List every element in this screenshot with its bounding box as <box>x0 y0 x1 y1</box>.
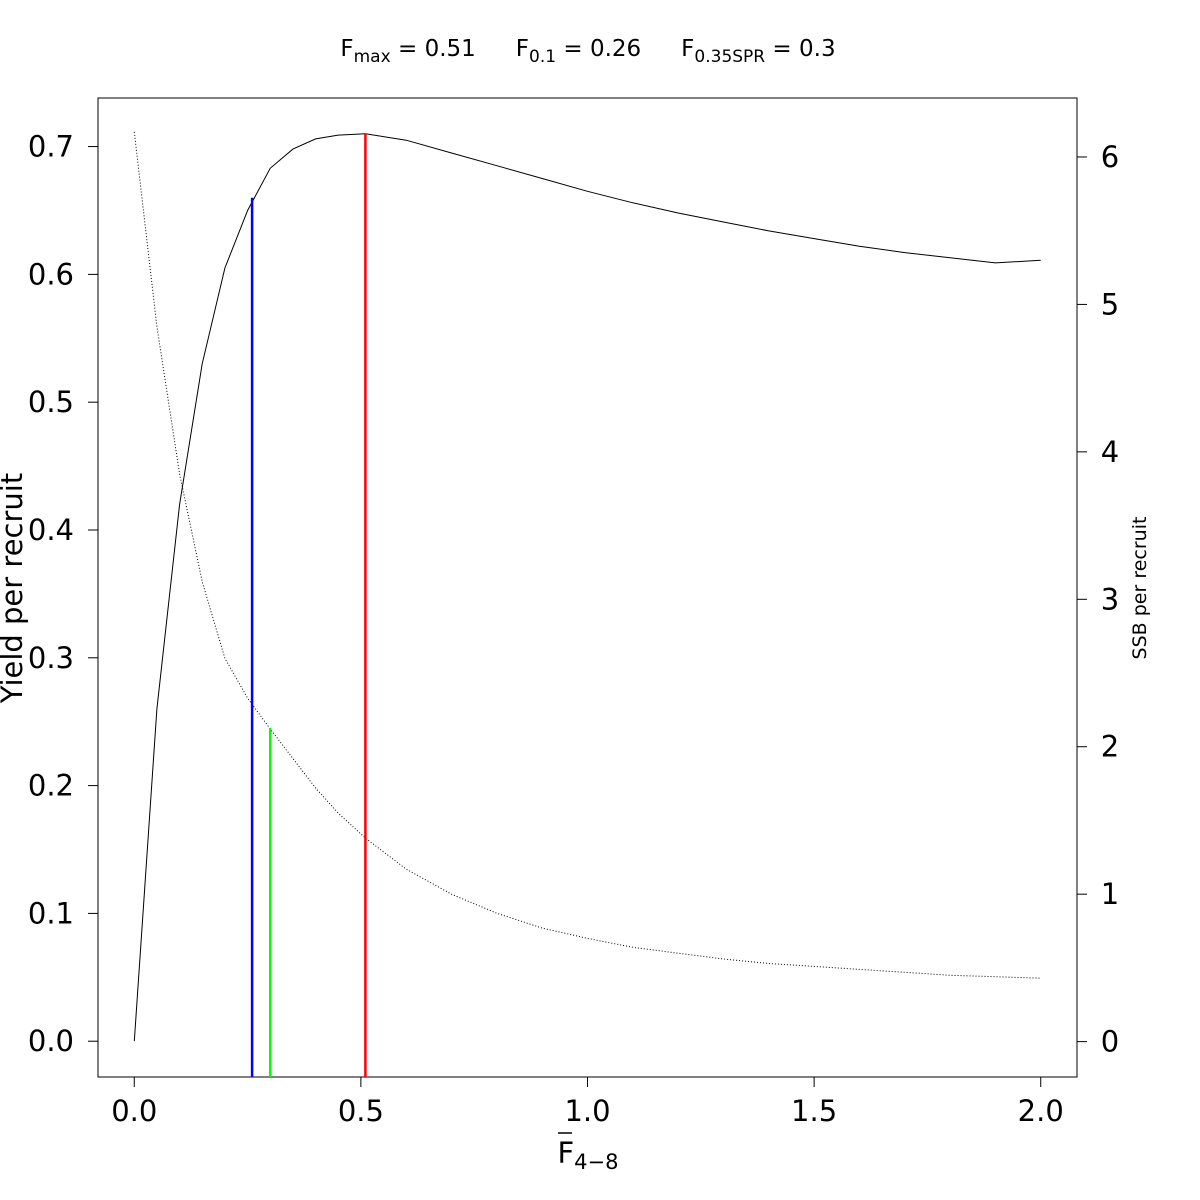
y-left-tick-label: 0.1 <box>28 896 74 930</box>
x-axis-label-subscript: 4−8 <box>574 1150 618 1174</box>
reference-points-header: Fmax = 0.51 F0.1 = 0.26 F0.35SPR = 0.3 <box>340 36 835 67</box>
x-tick-label: 1.0 <box>564 1094 610 1128</box>
y-left-tick-label: 0.2 <box>28 769 74 803</box>
y-right-tick-label: 5 <box>1101 287 1119 321</box>
x-axis-label-text: F4−8 <box>557 1136 618 1174</box>
y-right-tick-label: 6 <box>1101 140 1119 174</box>
y-left-tick-label: 0.4 <box>28 513 74 547</box>
y-left-tick-label: 0.3 <box>28 641 74 675</box>
reference-lines <box>250 133 367 1077</box>
x-tick-label: 1.5 <box>791 1094 837 1128</box>
y-right-tick-label: 2 <box>1101 730 1119 764</box>
x-axis: 0.0 0.5 1.0 1.5 2.0 <box>111 1077 1064 1128</box>
reference-points-text: Fmax = 0.51 F0.1 = 0.26 F0.35SPR = 0.3 <box>340 36 835 67</box>
x-axis-label: F4−8 <box>557 1132 619 1174</box>
y-right-axis: 0 1 2 3 4 5 6 <box>1077 140 1119 1059</box>
y-right-tick-label: 1 <box>1101 877 1119 911</box>
y-left-tick-label: 0.0 <box>28 1024 74 1058</box>
y-left-tick-label: 0.6 <box>28 257 74 291</box>
x-tick-label: 0.5 <box>338 1094 384 1128</box>
y-left-axis-label: Yield per recruit <box>0 473 29 704</box>
x-tick-label: 0.0 <box>111 1094 157 1128</box>
y-right-tick-label: 4 <box>1101 435 1119 469</box>
series-layer <box>133 131 1041 1042</box>
x-axis-label-base: F <box>557 1136 574 1170</box>
plot-frame <box>97 97 1078 1078</box>
x-tick-label: 2.0 <box>1018 1094 1064 1128</box>
y-right-axis-label: SSB per recruit <box>1129 517 1151 660</box>
y-left-axis: 0.0 0.1 0.2 0.3 0.4 0.5 0.6 0.7 <box>28 130 98 1058</box>
y-right-tick-label: 3 <box>1101 582 1119 616</box>
y-left-tick-label: 0.5 <box>28 385 74 419</box>
y-left-tick-label: 0.7 <box>28 130 74 164</box>
yield-per-recruit-line <box>133 133 1041 1042</box>
y-right-tick-label: 0 <box>1101 1025 1119 1059</box>
